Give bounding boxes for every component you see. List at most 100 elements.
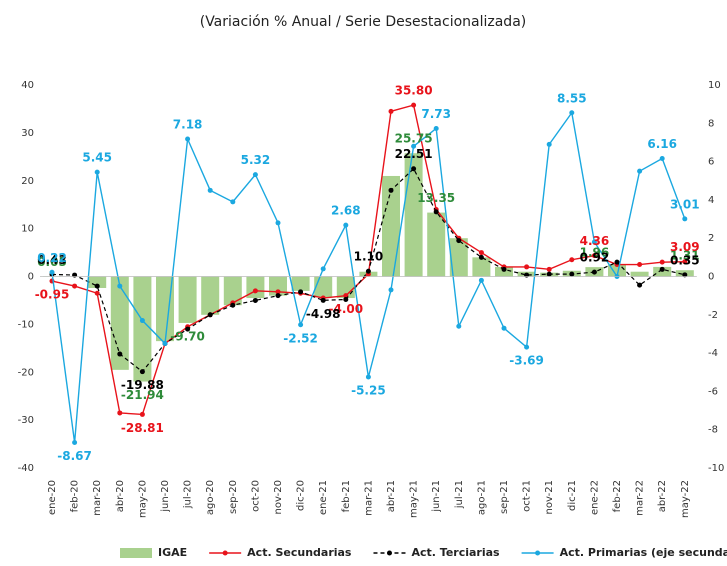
series-point [659, 266, 665, 272]
y2-tick-label: -4 [708, 348, 718, 359]
series-point [388, 187, 394, 193]
x-tick-label: jun-21 [431, 480, 442, 513]
series-point [162, 341, 168, 347]
series-point [433, 209, 439, 215]
y-tick-label: 30 [21, 128, 34, 139]
y2-tick-label: -6 [708, 386, 718, 397]
x-tick-label: mar-21 [363, 480, 374, 516]
legend-label: IGAE [158, 546, 187, 559]
y-tick-label: -20 [18, 367, 34, 378]
x-tick-label: sep-20 [228, 480, 239, 514]
series-point [524, 264, 530, 270]
series-point [320, 266, 326, 272]
series-point [139, 411, 145, 417]
y2-tick-label: 4 [708, 195, 714, 206]
data-label: 25.75 [395, 132, 433, 146]
series-point [433, 125, 439, 131]
bar [201, 276, 220, 315]
data-label: -4.00 [329, 302, 364, 316]
y-tick-label: -30 [18, 415, 34, 426]
x-tick-label: ago-20 [205, 480, 216, 515]
series-point [411, 166, 417, 172]
y2-tick-label: 8 [708, 118, 714, 129]
series-point [139, 369, 145, 375]
series-point [117, 351, 123, 357]
y2-tick-label: 6 [708, 157, 714, 168]
x-tick-label: ene-21 [318, 480, 329, 515]
x-tick-label: nov-20 [273, 480, 284, 514]
data-label: -4.98 [306, 307, 341, 321]
legend-label: Act. Terciarias [411, 546, 500, 559]
bar [110, 276, 129, 370]
x-tick-label: may-21 [409, 480, 420, 518]
series-point [546, 141, 552, 147]
series-point [94, 283, 100, 289]
data-label: 2.68 [331, 204, 361, 218]
legend-swatch [386, 550, 392, 556]
bar [449, 238, 468, 277]
series-point [343, 293, 349, 299]
series-point [478, 254, 484, 260]
series-point [614, 259, 620, 265]
series-point [591, 253, 597, 259]
series-point [252, 297, 258, 303]
data-label: -2.52 [283, 331, 318, 345]
series-point [546, 266, 552, 272]
series-point [343, 296, 349, 302]
x-tick-label: dic-20 [296, 480, 307, 511]
legend-swatch [535, 550, 541, 556]
data-label: 5.45 [82, 151, 112, 165]
series-point [117, 283, 123, 289]
y-tick-label: -10 [18, 319, 34, 330]
y2-tick-label: -2 [708, 310, 718, 321]
x-tick-label: dic-21 [567, 480, 578, 511]
series-point [569, 271, 575, 277]
x-tick-label: feb-22 [612, 480, 623, 512]
series-point [298, 289, 304, 295]
series-point [569, 257, 575, 263]
data-label: 1.31 [670, 249, 700, 263]
data-label: -5.25 [351, 384, 386, 398]
series-point [275, 220, 281, 226]
x-tick-label: feb-20 [70, 480, 81, 512]
y-tick-label: 10 [21, 224, 34, 235]
series-point [659, 156, 665, 162]
series-point [207, 312, 213, 318]
series-point [682, 259, 688, 265]
data-label: 0.22 [37, 251, 67, 265]
bar [472, 257, 491, 277]
data-label: 3.01 [670, 197, 700, 211]
series-point [117, 410, 123, 416]
x-tick-label: mar-20 [92, 480, 103, 516]
series-point [456, 238, 462, 244]
series-point [501, 325, 507, 331]
series-point [637, 168, 643, 174]
x-tick-label: abr-20 [115, 480, 126, 512]
series-point [207, 187, 213, 193]
data-label: 7.18 [173, 118, 203, 132]
data-label: 0.05 [37, 255, 67, 269]
y2-tick-label: 10 [708, 80, 721, 91]
series-point [411, 102, 417, 108]
bar [291, 276, 310, 291]
data-label: 22.51 [395, 147, 433, 161]
bar [178, 276, 197, 323]
data-label: -0.95 [35, 288, 70, 302]
series-point [682, 216, 688, 222]
series-point [139, 318, 145, 324]
data-label: -3.69 [509, 354, 544, 368]
chart-title: (Variación % Anual / Serie Desestacional… [200, 14, 527, 30]
y2-tick-label: 0 [708, 272, 714, 283]
series-point [637, 262, 643, 268]
y-tick-label: 0 [28, 272, 34, 283]
series-point [298, 322, 304, 328]
data-label: 6.16 [647, 137, 677, 151]
x-tick-label: ene-20 [47, 480, 58, 515]
series-point [72, 283, 78, 289]
y-tick-label: 40 [21, 80, 34, 91]
series-point [501, 266, 507, 272]
bar [314, 276, 333, 298]
x-tick-label: mar-22 [635, 480, 646, 516]
series-point [546, 271, 552, 277]
